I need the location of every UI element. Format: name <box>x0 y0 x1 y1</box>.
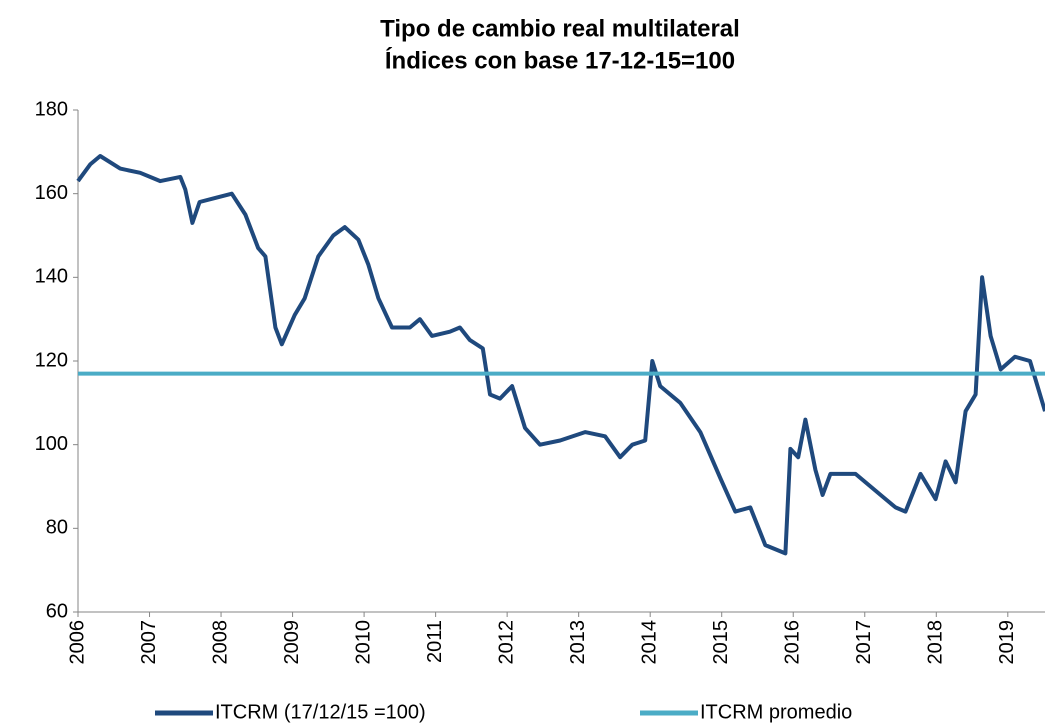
x-tick-label: 2013 <box>567 620 589 665</box>
x-tick-label: 2014 <box>638 620 660 665</box>
x-tick-label: 2018 <box>925 620 947 665</box>
y-tick-label: 80 <box>46 517 68 539</box>
chart-title: Tipo de cambio real multilateral <box>380 15 740 42</box>
y-tick-label: 180 <box>35 98 68 120</box>
series-line <box>76 154 1045 556</box>
x-tick-label: 2016 <box>782 620 804 665</box>
chart-subtitle: Índices con base 17-12-15=100 <box>385 46 735 74</box>
y-tick-label: 60 <box>46 600 68 622</box>
y-tick-label: 160 <box>35 182 68 204</box>
x-tick-label: 2011 <box>424 620 446 663</box>
x-tick-label: 2019 <box>996 620 1018 665</box>
y-tick-label: 140 <box>35 266 68 288</box>
x-tick-label: 2017 <box>853 620 875 665</box>
x-tick-label: 2007 <box>138 620 160 665</box>
x-tick-label: 2015 <box>710 620 732 665</box>
legend-label: ITCRM (17/12/15 =100) <box>215 701 426 723</box>
x-tick-label: 2009 <box>281 620 303 665</box>
x-tick-label: 2006 <box>66 620 88 665</box>
y-tick-label: 120 <box>35 349 68 371</box>
x-tick-label: 2012 <box>495 620 517 665</box>
legend-label: ITCRM promedio <box>700 701 852 723</box>
x-tick-label: 2008 <box>209 620 231 665</box>
x-tick-label: 2010 <box>352 620 374 665</box>
y-tick-label: 100 <box>35 433 68 455</box>
